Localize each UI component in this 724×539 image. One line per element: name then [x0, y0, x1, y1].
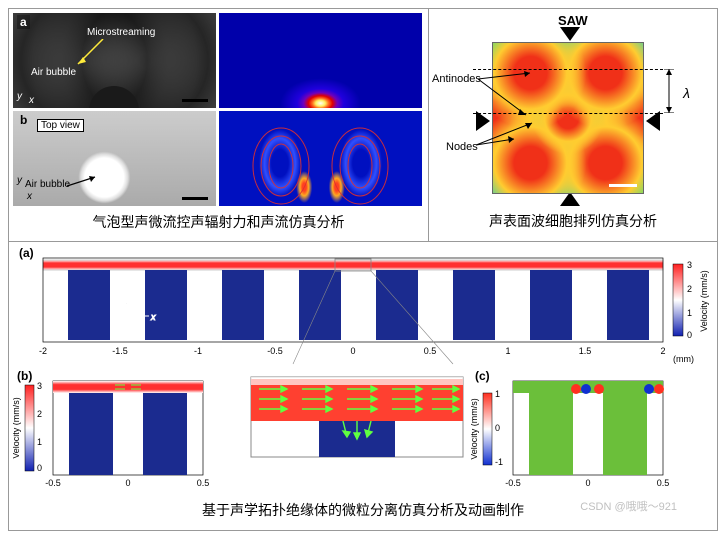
top-right-cell: SAW Antinodes Nodes — [429, 9, 717, 241]
svg-text:-1: -1 — [194, 346, 202, 356]
svg-text:0: 0 — [495, 423, 500, 433]
saw-dash-1 — [473, 69, 663, 70]
svg-text:0: 0 — [37, 463, 42, 473]
nodes-label: Nodes — [446, 141, 478, 153]
lambda-label: λ — [683, 85, 690, 101]
bottom-a-label: (a) — [19, 246, 34, 260]
svg-text:0: 0 — [687, 330, 692, 340]
axis-y-a: y — [17, 91, 22, 102]
svg-text:Velocity (mm/s): Velocity (mm/s) — [13, 397, 21, 459]
bottom-panel-a: (a) — [13, 246, 713, 371]
scalebar-a — [182, 99, 208, 102]
axis-y-b: y — [17, 175, 22, 186]
exp-panel-a: a Microstreaming Air bubble y x — [13, 13, 216, 108]
svg-text:-0.5: -0.5 — [505, 478, 521, 488]
svg-text:1: 1 — [505, 346, 510, 356]
panel-a-label: a — [17, 15, 30, 29]
heat-panel-a — [219, 13, 422, 108]
top-left-cell: a Microstreaming Air bubble y x — [9, 9, 429, 241]
lambda-bracket-icon — [664, 69, 674, 113]
antinodes-label: Antinodes — [432, 73, 481, 85]
axis-x-b: x — [27, 191, 32, 202]
streamlines-icon — [219, 111, 422, 206]
bottom-zoom-inset — [247, 371, 467, 496]
yellow-arrow-icon — [73, 39, 113, 79]
panel-b-label: b — [17, 113, 30, 127]
watermark: CSDN @哦哦～921 — [580, 498, 677, 514]
svg-text:-2: -2 — [39, 346, 47, 356]
panel-row-b: b Top view Air bubble y x — [13, 111, 424, 206]
svg-text:1: 1 — [37, 437, 42, 447]
svg-text:3: 3 — [687, 260, 692, 270]
top-right-caption: 声表面波细胞排列仿真分析 — [433, 208, 713, 236]
saw-scalebar — [609, 184, 637, 187]
svg-text:x: x — [150, 312, 156, 322]
svg-text:y: y — [124, 296, 130, 306]
svg-text:-0.5: -0.5 — [45, 478, 61, 488]
saw-arrow-bottom-icon — [560, 192, 580, 206]
microstreaming-annot: Microstreaming — [87, 27, 155, 38]
bottom-c-label: (c) — [475, 369, 490, 383]
bottom-section: (a) — [9, 242, 717, 530]
svg-text:0: 0 — [125, 478, 130, 488]
svg-text:(mm): (mm) — [673, 354, 694, 364]
svg-text:0: 0 — [585, 478, 590, 488]
exp-panel-b: b Top view Air bubble y x — [13, 111, 216, 206]
svg-text:0.5: 0.5 — [197, 478, 210, 488]
svg-text:2: 2 — [687, 284, 692, 294]
bottom-a-svg: -2 -1.5 -1 -0.5 0 0.5 1 1.5 2 (mm) y x — [13, 246, 713, 366]
antinode-pointer-icon — [478, 71, 538, 121]
bottom-panel-c: (c) — [471, 371, 703, 496]
svg-text:1: 1 — [495, 389, 500, 399]
saw-arrow-top-icon — [560, 27, 580, 41]
bottom-panel-b: (b) — [13, 371, 243, 496]
bottom-row-bc: (b) — [13, 371, 713, 496]
svg-text:2: 2 — [37, 409, 42, 419]
scalebar-b — [182, 197, 208, 200]
svg-text:-0.5: -0.5 — [267, 346, 283, 356]
saw-panel: SAW Antinodes Nodes — [438, 13, 708, 208]
top-row: a Microstreaming Air bubble y x — [9, 9, 717, 242]
svg-text:2: 2 — [660, 346, 665, 356]
bottom-b-label: (b) — [17, 369, 32, 383]
topview-annot: Top view — [37, 119, 84, 132]
airbubble-annot-a: Air bubble — [31, 67, 76, 78]
bottom-c-svg: -0.5 0 0.5 1 0 -1 Velocity (mm/s) — [471, 371, 703, 491]
svg-text:Velocity (mm/s): Velocity (mm/s) — [471, 398, 479, 460]
svg-text:1: 1 — [687, 308, 692, 318]
zoom-svg — [247, 371, 467, 491]
panel-row-a: a Microstreaming Air bubble y x — [13, 13, 424, 108]
axis-x-a: x — [29, 95, 34, 106]
bubble-a — [89, 86, 139, 108]
svg-text:3: 3 — [37, 381, 42, 391]
bubble-pointer-arrow-icon — [67, 174, 107, 194]
svg-text:0.5: 0.5 — [424, 346, 437, 356]
svg-text:0: 0 — [350, 346, 355, 356]
top-left-caption: 气泡型声微流控声辐射力和声流仿真分析 — [13, 209, 424, 237]
svg-text:0.5: 0.5 — [657, 478, 670, 488]
node-pointer-icon — [476, 121, 546, 161]
saw-arrow-right-icon — [646, 111, 660, 131]
saw-title: SAW — [558, 13, 588, 28]
figure-grid: a Microstreaming Air bubble y x — [8, 8, 718, 531]
svg-text:Velocity (mm/s): Velocity (mm/s) — [699, 270, 709, 332]
streamline-panel-b — [219, 111, 422, 206]
svg-text:1.5: 1.5 — [579, 346, 592, 356]
svg-text:-1.5: -1.5 — [112, 346, 128, 356]
svg-text:-1: -1 — [495, 457, 503, 467]
airbubble-annot-b: Air bubble — [25, 179, 70, 190]
bottom-b-svg: -0.5 0 0.5 3 2 1 0 Velocity (mm/s) — [13, 371, 243, 491]
